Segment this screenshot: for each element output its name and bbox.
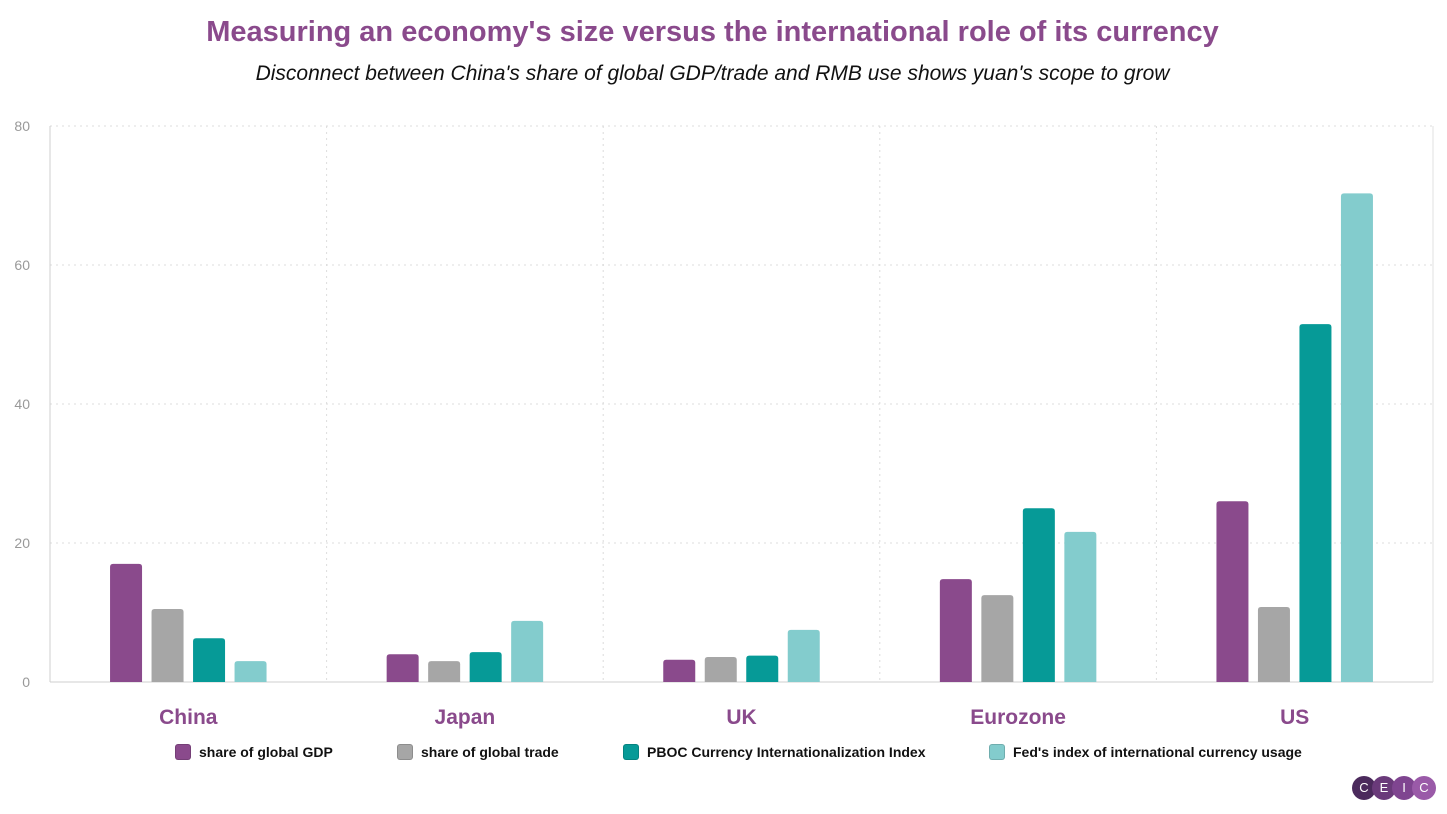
bar-japan-series-0: [386, 654, 419, 682]
bar-us-series-2: [1299, 324, 1332, 682]
chart-title: Measuring an economy's size versus the i…: [206, 16, 1219, 48]
legend-swatch-trade: [397, 744, 413, 760]
bar-eurozone-series-3: [1064, 531, 1097, 682]
legend-label-gdp: share of global GDP: [199, 744, 333, 760]
x-category-label: Eurozone: [970, 706, 1066, 729]
logo-letter: C: [1412, 776, 1436, 800]
bar-china-series-3: [234, 661, 267, 682]
ceic-logo: C E I C: [1352, 776, 1436, 800]
legend-swatch-gdp: [175, 744, 191, 760]
bar-eurozone-series-1: [981, 595, 1014, 682]
legend-item-gdp[interactable]: share of global GDP: [175, 744, 333, 760]
bar-uk-series-3: [787, 629, 820, 682]
bar-japan-series-2: [469, 652, 502, 682]
bar-uk-series-0: [663, 659, 696, 682]
y-tick-label: 0: [22, 674, 30, 690]
bar-us-series-1: [1257, 606, 1290, 682]
bar-chart: 0 20 40 60 80 China Japan UK Eurozone US: [14, 118, 1434, 729]
y-tick-label: 40: [14, 396, 30, 412]
x-category-label: US: [1280, 706, 1309, 729]
legend: share of global GDP share of global trad…: [0, 744, 1447, 764]
legend-swatch-pboc: [623, 744, 639, 760]
bar-china-series-1: [151, 609, 184, 682]
bar-eurozone-series-0: [939, 579, 972, 682]
x-category-label: UK: [726, 706, 756, 729]
y-tick-label: 80: [14, 118, 30, 134]
chart-subtitle: Disconnect between China's share of glob…: [255, 62, 1170, 85]
x-category-label: Japan: [435, 706, 496, 729]
x-category-label: China: [159, 706, 218, 729]
legend-label-trade: share of global trade: [421, 744, 559, 760]
legend-item-pboc[interactable]: PBOC Currency Internationalization Index: [623, 744, 926, 760]
bar-china-series-2: [193, 638, 226, 682]
bar-us-series-0: [1216, 501, 1249, 682]
bar-uk-series-2: [746, 655, 779, 682]
bar-japan-series-3: [511, 620, 544, 682]
legend-item-fed[interactable]: Fed's index of international currency us…: [989, 744, 1302, 760]
bar-china-series-0: [110, 563, 143, 682]
legend-item-trade[interactable]: share of global trade: [397, 744, 559, 760]
legend-swatch-fed: [989, 744, 1005, 760]
y-tick-label: 20: [14, 535, 30, 551]
bar-japan-series-1: [428, 661, 461, 682]
bar-uk-series-1: [704, 656, 737, 682]
bar-us-series-3: [1340, 193, 1373, 683]
y-tick-label: 60: [14, 257, 30, 273]
legend-label-pboc: PBOC Currency Internationalization Index: [647, 744, 926, 760]
legend-label-fed: Fed's index of international currency us…: [1013, 744, 1302, 760]
bar-eurozone-series-2: [1022, 508, 1055, 682]
